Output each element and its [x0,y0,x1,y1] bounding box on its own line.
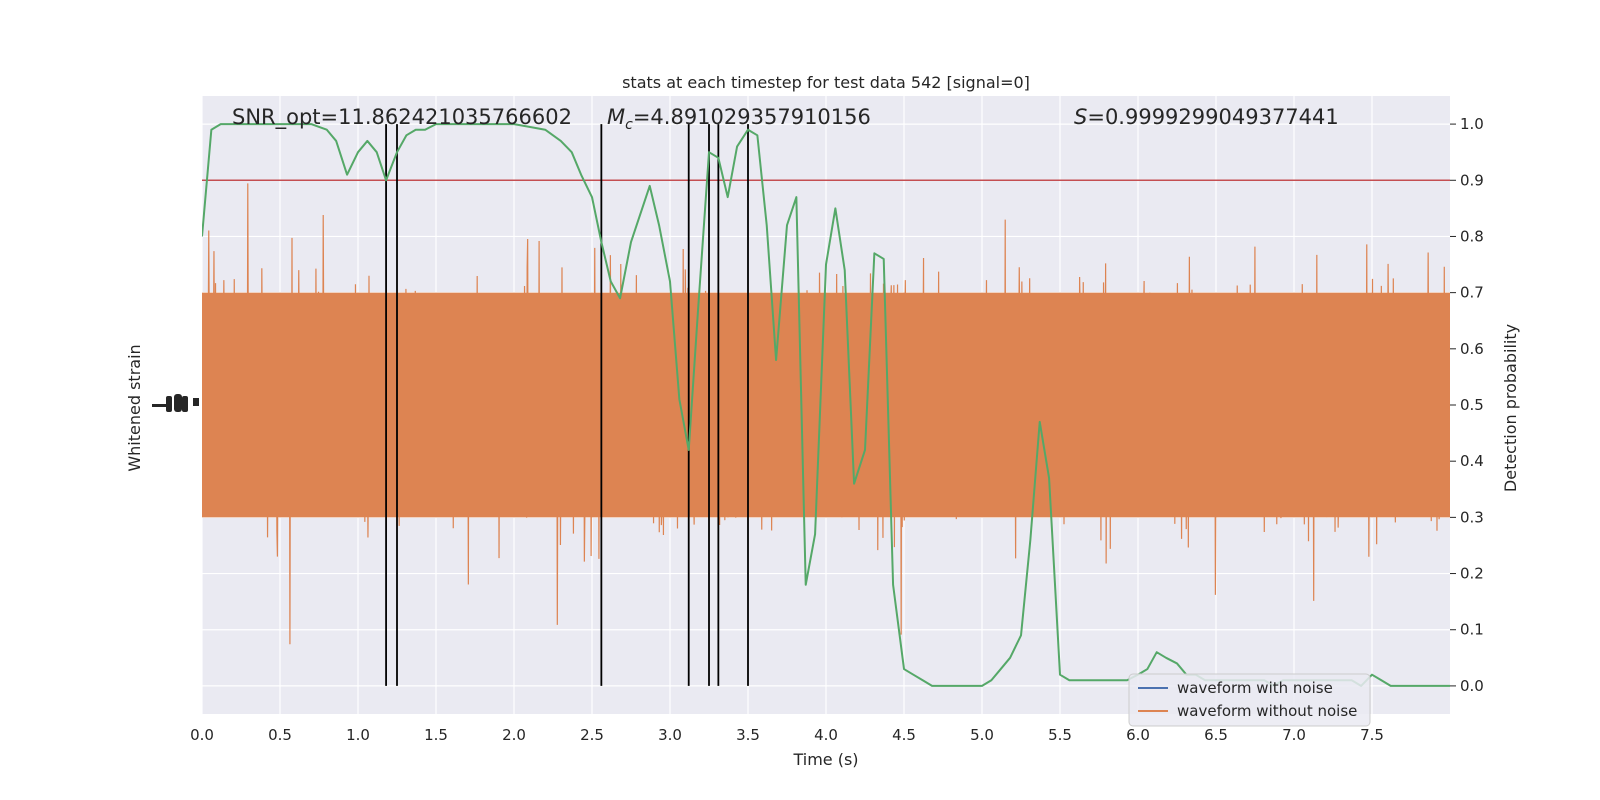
x-tick-label: 6.0 [1126,726,1150,744]
y-tick-label: 0.7 [1460,284,1484,302]
strain-core-band [202,292,1450,518]
y-tick-label: 0.2 [1460,565,1484,583]
x-tick-label: 1.0 [346,726,370,744]
y-tick-label: 0.1 [1460,621,1484,639]
waveform-without-noise-series [202,183,1450,645]
y-tick-label: 1.0 [1460,115,1484,133]
x-tick-label: 2.5 [580,726,604,744]
left-axis-squashed-ticks [152,394,199,412]
event-lines [385,124,749,686]
x-tick-label: 7.0 [1282,726,1306,744]
x-tick-label: 4.0 [814,726,838,744]
chart-title: stats at each timestep for test data 542… [622,73,1030,92]
x-tick-label: 6.5 [1204,726,1228,744]
x-tick-label: 5.5 [1048,726,1072,744]
score-symbol: S [1074,105,1087,129]
y-tick-label: 0.6 [1460,340,1484,358]
x-tick-label: 0.0 [190,726,214,744]
y-tick-label: 0.3 [1460,508,1484,526]
chirp-mass-symbol: M [607,105,625,129]
x-tick-label: 4.5 [892,726,916,744]
x-tick-label: 7.5 [1360,726,1384,744]
x-axis-ticks: 0.0 0.5 1.0 1.5 2.0 2.5 3.0 3.5 4.0 4.5 5.0 5.5 6.0 6… [190,726,1384,744]
legend: waveform with noise waveform without noi… [1128,673,1371,727]
x-tick-label: 5.0 [970,726,994,744]
right-axis-ticks: 0.0 0.1 0.2 0.3 0.4 0.5 0.6 0.7 0.8 0.9 1.0 [1450,115,1484,695]
y-tick-label: 0.8 [1460,227,1484,245]
x-tick-label: 3.0 [658,726,682,744]
score-annotation: S=0.9999299049377441 [1074,105,1339,129]
right-axis-label: Detection probability [1501,324,1520,492]
x-tick-label: 0.5 [268,726,292,744]
y-tick-label: 0.5 [1460,396,1484,414]
y-tick-label: 0.9 [1460,171,1484,189]
y-tick-label: 0.4 [1460,452,1484,470]
x-tick-label: 2.0 [502,726,526,744]
legend-label-without-noise: waveform without noise [1177,702,1357,720]
left-axis-label: Whitened strain [125,344,144,471]
chirp-mass-subscript: c [625,117,633,133]
chirp-mass-value: =4.891029357910156 [633,105,871,129]
y-tick-label: 0.0 [1460,677,1484,695]
x-tick-label: 1.5 [424,726,448,744]
chirp-mass-annotation: Mc=4.891029357910156 [607,105,871,133]
x-axis-label: Time (s) [792,750,858,769]
legend-label-with-noise: waveform with noise [1177,679,1333,697]
score-value: =0.9999299049377441 [1087,105,1338,129]
x-tick-label: 3.5 [736,726,760,744]
snr-annotation: SNR_opt=11.862421035766602 [232,105,572,130]
